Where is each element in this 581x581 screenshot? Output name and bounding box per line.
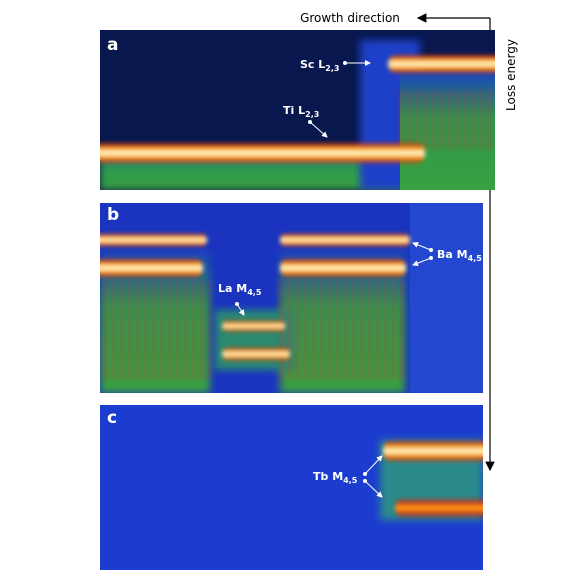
pointer xyxy=(364,455,383,475)
pointer xyxy=(364,480,383,498)
panel-b-image xyxy=(100,203,483,393)
panel-c-image xyxy=(100,405,483,570)
panel-label: b xyxy=(107,205,119,225)
annotation-text: Sc L xyxy=(300,58,325,71)
annotation: Ti L2,3 xyxy=(283,104,319,119)
annotation-text: Ti L xyxy=(283,104,305,117)
annotation-sub: 2,3 xyxy=(305,110,319,119)
annotation-text: Tb M xyxy=(313,470,343,483)
pointer xyxy=(236,303,245,316)
annotation-sub: 4,5 xyxy=(468,254,483,263)
annotation: Sc L2,3 xyxy=(300,58,339,73)
annotation-sub: 4,5 xyxy=(343,476,358,485)
pointer xyxy=(412,257,432,266)
panel-a-image xyxy=(100,30,495,190)
annotation: Tb M4,5 xyxy=(313,470,358,485)
annotation-sub: 2,3 xyxy=(325,64,339,73)
growth-direction: Growth direction xyxy=(300,11,400,25)
annotation: La M4,5 xyxy=(218,282,262,297)
annotation-text: Ba M xyxy=(437,248,468,261)
annotation-sub: 4,5 xyxy=(247,288,262,297)
panel-label: c xyxy=(107,408,117,428)
annotation: Ba M4,5 xyxy=(437,248,482,263)
pointer xyxy=(412,242,432,251)
loss-energy: Loss energy xyxy=(504,39,518,111)
panel-label: a xyxy=(107,35,118,55)
annotation-text: La M xyxy=(218,282,247,295)
pointer xyxy=(309,121,328,138)
